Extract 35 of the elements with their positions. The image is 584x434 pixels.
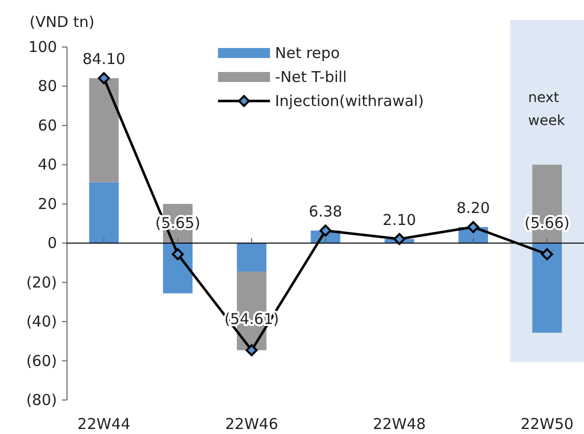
data-label: 2.10	[382, 210, 416, 229]
y-tick-label: 60	[38, 116, 57, 134]
y-tick-label: 80	[38, 77, 57, 96]
point	[98, 72, 110, 84]
point	[246, 344, 258, 356]
legend-label: -Net T-bill	[275, 68, 347, 86]
y-tick-label: (80)	[26, 391, 57, 409]
bar	[89, 78, 119, 182]
x-tick-label: 22W46	[225, 415, 278, 433]
data-label: 6.38	[308, 202, 342, 221]
data-label: 84.10	[82, 50, 126, 68]
bar	[163, 243, 193, 294]
point	[541, 248, 554, 260]
point	[467, 221, 480, 234]
y-tick-label: 100	[28, 38, 57, 56]
point	[393, 232, 406, 245]
legend-label: Net repo	[275, 44, 340, 62]
data-label: 8.20	[456, 199, 490, 218]
y-tick-label: (20)	[26, 273, 57, 292]
x-tick-label: 22W50	[520, 415, 574, 433]
band-label: next week	[528, 90, 566, 129]
legend-label: Injection(withrawal)	[275, 92, 424, 110]
point	[172, 248, 184, 260]
y-axis-title: (VND tn)	[30, 13, 94, 31]
bar	[89, 182, 119, 244]
y-tick-label: 40	[38, 156, 57, 174]
x-tick-label: 22W44	[77, 415, 130, 433]
y-tick-label: (60)	[26, 352, 57, 370]
point	[320, 224, 332, 237]
bar	[532, 243, 562, 333]
y-tick-label: 0	[47, 234, 57, 252]
y-tick-label: 20	[38, 194, 57, 213]
y-tick-label: (40)	[26, 312, 57, 331]
x-tick-label: 22W48	[372, 415, 426, 433]
bar	[236, 243, 266, 272]
